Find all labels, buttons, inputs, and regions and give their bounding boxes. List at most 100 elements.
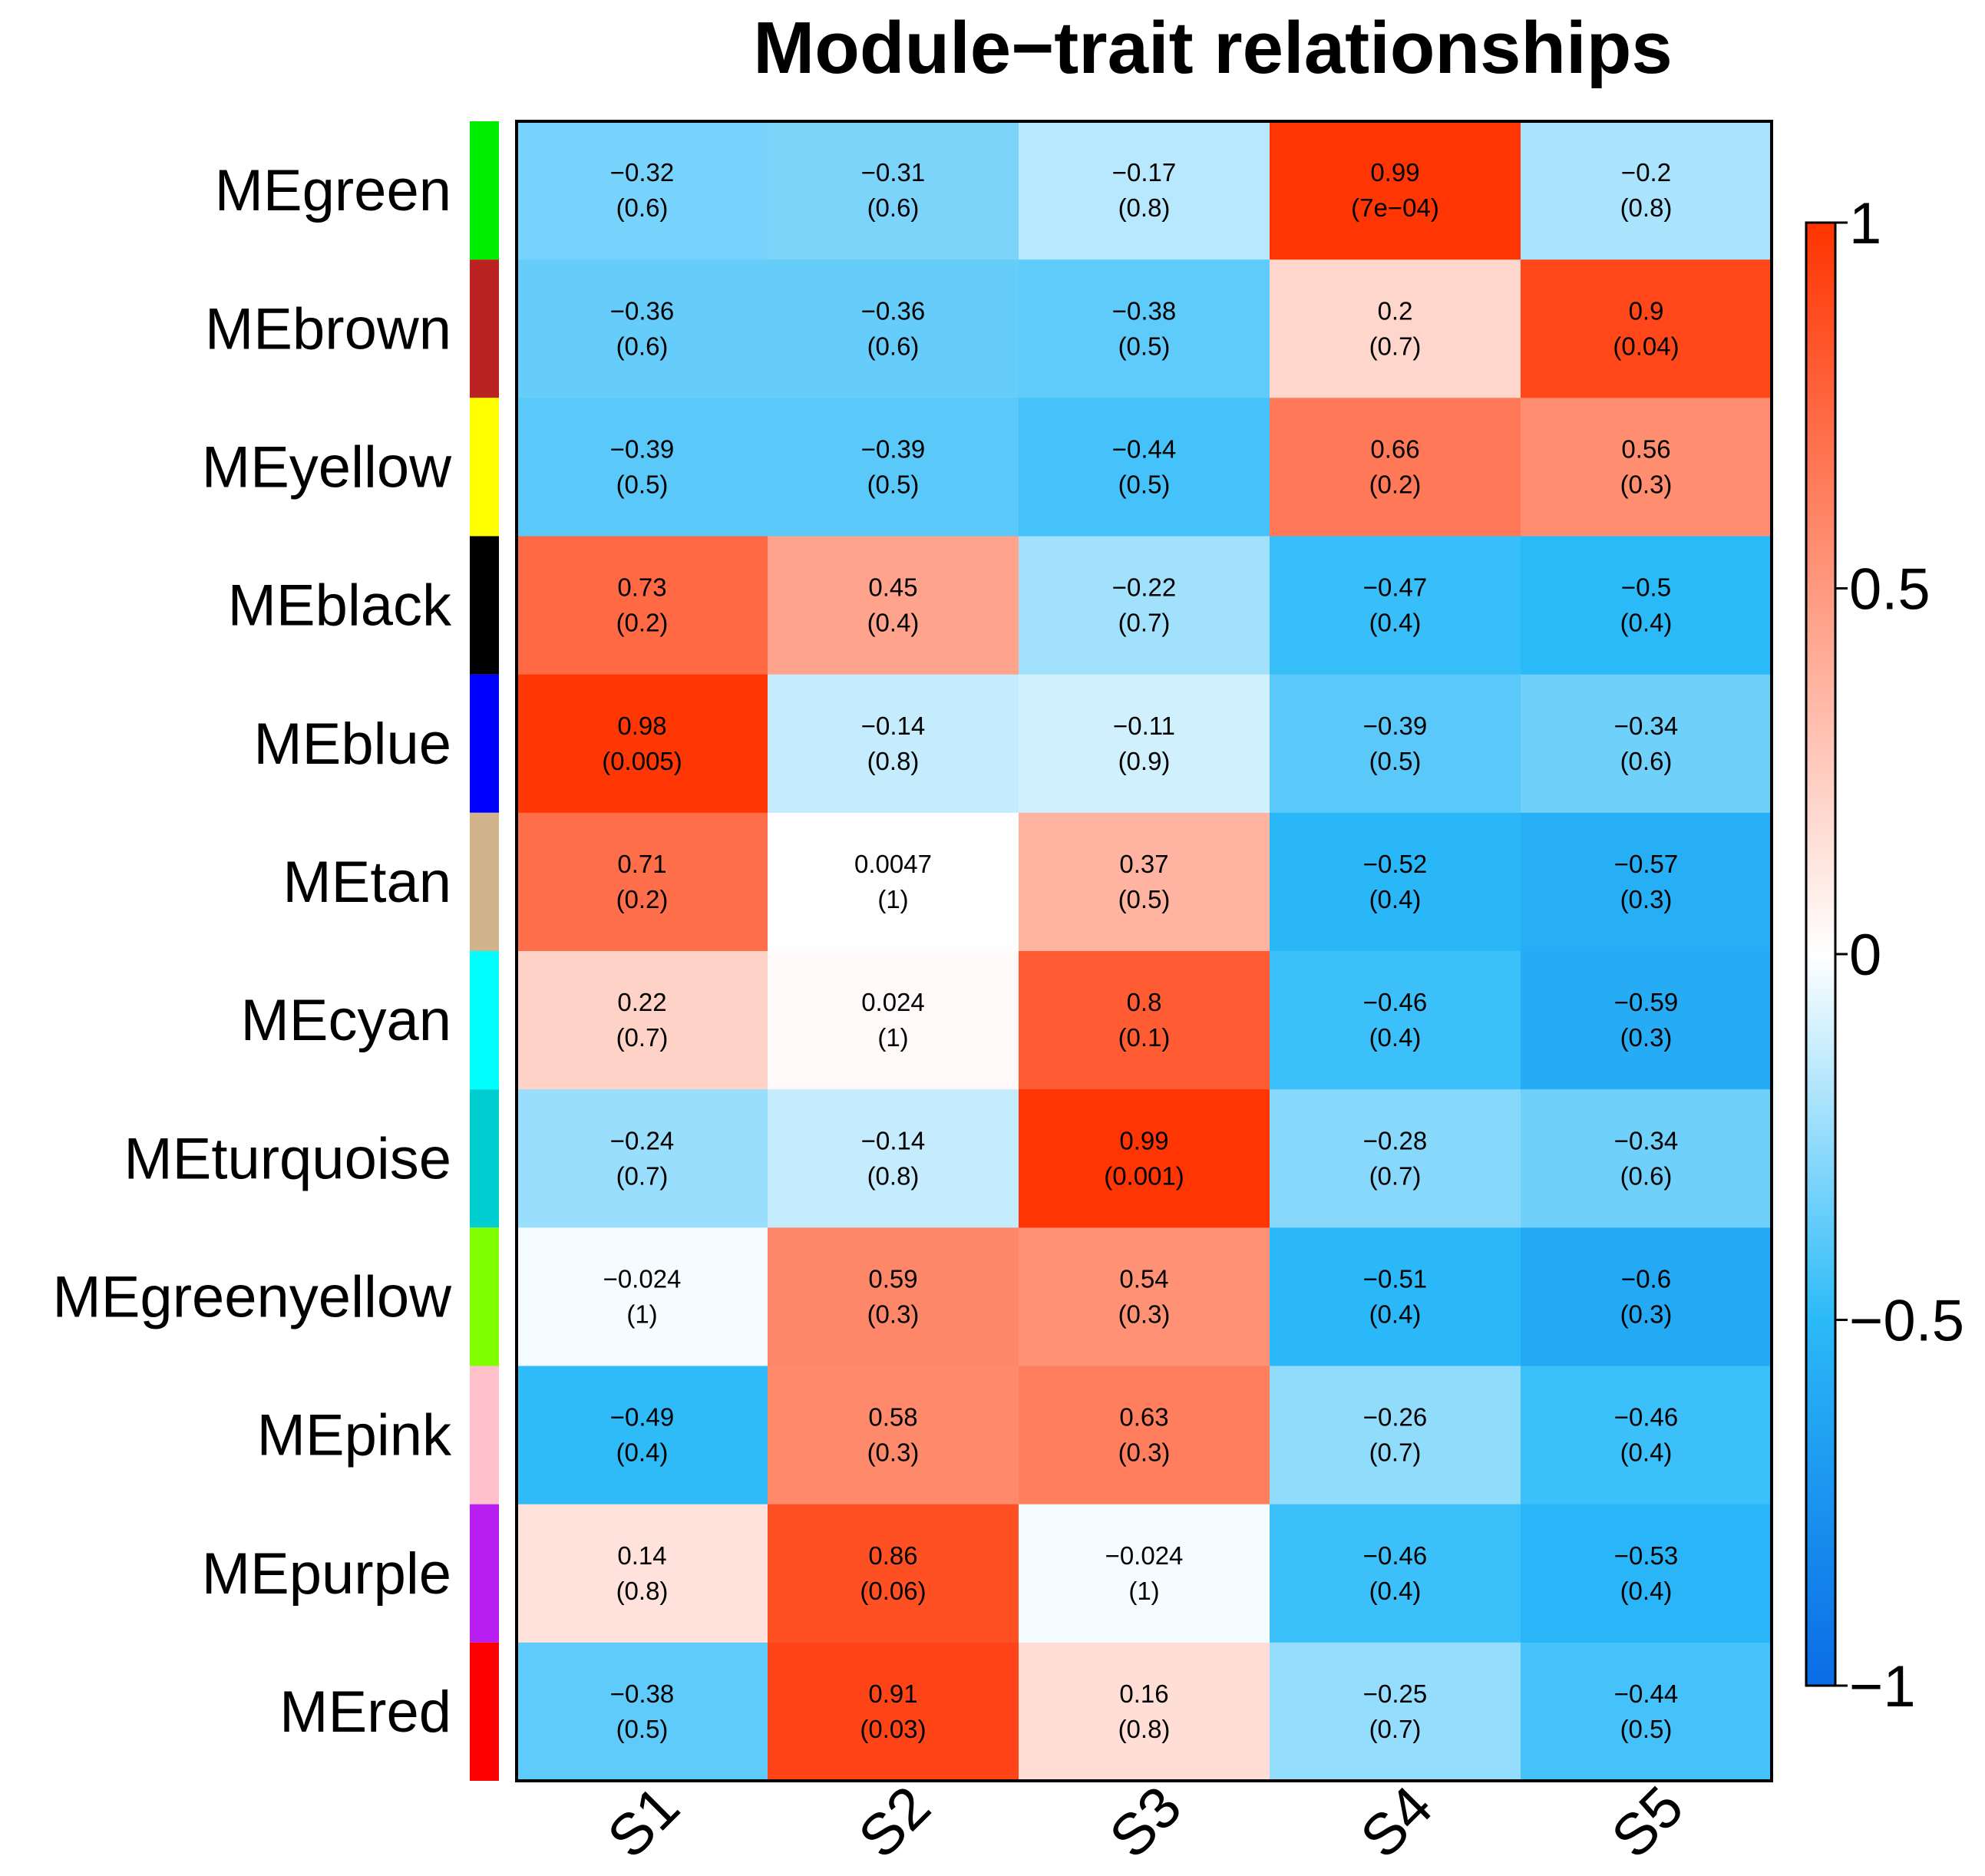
cell-pvalue-label: (0.3) (1620, 1023, 1673, 1052)
cell-correlation-label: 0.024 (861, 988, 925, 1016)
row-label: MEblue (253, 712, 451, 777)
chart-title: Module−trait relationships (753, 7, 1673, 89)
heatmap-cell (517, 121, 768, 260)
color-scale-bar (1805, 221, 1837, 1687)
cell-correlation-label: −0.14 (861, 712, 926, 740)
row-label: MEcyan (240, 988, 451, 1053)
heatmap-cell (1019, 1089, 1270, 1228)
heatmap-cell (1270, 674, 1521, 814)
heatmap-cell (517, 536, 768, 675)
color-scale-legend: 1 0.5 0 −0.5 −1 (1805, 191, 1964, 1719)
cell-correlation-label: 0.91 (868, 1679, 917, 1708)
cell-pvalue-label: (0.4) (616, 1438, 669, 1467)
heatmap-cell (1270, 951, 1521, 1090)
cell-correlation-label: −0.46 (1614, 1403, 1679, 1432)
cell-correlation-label: −0.38 (1112, 296, 1177, 325)
heatmap-cell (517, 1366, 768, 1505)
cell-correlation-label: −0.36 (610, 296, 675, 325)
cell-correlation-label: −0.25 (1363, 1679, 1428, 1708)
cell-pvalue-label: (0.4) (1369, 1300, 1422, 1328)
cell-pvalue-label: (0.9) (1118, 747, 1171, 775)
row-label: MEbrown (205, 296, 451, 362)
cell-correlation-label: 0.98 (617, 712, 666, 740)
cell-pvalue-label: (0.6) (616, 193, 669, 222)
heatmap-cell (768, 398, 1019, 537)
heatmap-border (515, 120, 1773, 1782)
cell-pvalue-label: (0.2) (616, 885, 669, 913)
module-color-swatch (470, 951, 499, 1090)
heatmap-cell (1521, 1504, 1772, 1643)
cell-correlation-label: 0.99 (1119, 1126, 1168, 1154)
heatmap-cell (768, 812, 1019, 952)
cell-pvalue-label: (0.4) (1620, 609, 1673, 637)
cell-pvalue-label: (0.04) (1613, 332, 1679, 360)
cell-correlation-label: −0.47 (1363, 573, 1428, 602)
heatmap-cell (1270, 812, 1521, 952)
heatmap-cell (1270, 1366, 1521, 1505)
row-label: MEyellow (202, 434, 452, 500)
cell-correlation-label: −0.14 (861, 1126, 926, 1154)
color-scale-tick-label: 0.5 (1849, 557, 1931, 623)
cell-correlation-label: 0.63 (1119, 1403, 1168, 1432)
cell-pvalue-label: (0.6) (1620, 747, 1673, 775)
heatmap-cell (1521, 1366, 1772, 1505)
cell-pvalue-label: (0.6) (1620, 1161, 1673, 1190)
heatmap-cell (1270, 1504, 1521, 1643)
cell-correlation-label: 0.54 (1119, 1264, 1168, 1293)
heatmap-cell (1521, 1642, 1772, 1782)
cell-pvalue-label: (0.3) (1118, 1300, 1171, 1328)
cell-correlation-label: 0.37 (1119, 850, 1168, 878)
row-label: MEpurple (202, 1541, 451, 1607)
cell-pvalue-label: (1) (1128, 1577, 1159, 1605)
heatmap-cell (1270, 398, 1521, 537)
heatmap-cell (1019, 674, 1270, 814)
module-color-swatch (470, 1642, 499, 1781)
heatmap-cell (1019, 259, 1270, 398)
heatmap-cell (517, 1227, 768, 1367)
heatmap-cell (1521, 951, 1772, 1090)
cell-correlation-label: 0.16 (1119, 1679, 1168, 1708)
column-label: S4 (1349, 1774, 1445, 1871)
heatmap-cell (768, 536, 1019, 675)
row-label: MEturquoise (124, 1126, 451, 1191)
heatmap-cell (1019, 536, 1270, 675)
cell-correlation-label: −0.36 (861, 296, 926, 325)
color-scale-tick-label: 1 (1849, 191, 1881, 256)
cell-correlation-label: 0.8 (1127, 988, 1162, 1016)
cell-correlation-label: 0.66 (1370, 434, 1419, 463)
column-label: S5 (1600, 1774, 1696, 1871)
cell-correlation-label: −0.52 (1363, 850, 1428, 878)
heatmap-cell (1019, 398, 1270, 537)
heatmap-cell (1270, 536, 1521, 675)
cell-pvalue-label: (1) (626, 1300, 657, 1328)
row-label: MEpink (257, 1403, 452, 1468)
cell-correlation-label: −0.024 (1105, 1541, 1184, 1570)
heatmap-cell (1521, 1227, 1772, 1367)
cell-pvalue-label: (0.3) (1620, 470, 1673, 498)
heatmap-cell (1521, 536, 1772, 675)
cell-correlation-label: −0.6 (1621, 1264, 1671, 1293)
cell-correlation-label: −0.39 (861, 434, 926, 463)
heatmap-cell (1521, 398, 1772, 537)
heatmap-cell (517, 259, 768, 398)
module-color-swatch (470, 121, 499, 260)
heatmap-cell (1019, 1642, 1270, 1782)
cell-correlation-label: −0.5 (1621, 573, 1671, 602)
cell-correlation-label: 0.58 (868, 1403, 917, 1432)
heatmap-cell (1019, 812, 1270, 952)
cell-correlation-label: 0.56 (1621, 434, 1670, 463)
heatmap-cell (1521, 812, 1772, 952)
cell-correlation-label: 0.99 (1370, 158, 1419, 187)
heatmap-cell (1270, 1642, 1521, 1782)
cell-correlation-label: 0.73 (617, 573, 666, 602)
cell-correlation-label: −0.34 (1614, 712, 1679, 740)
cell-correlation-label: −0.57 (1614, 850, 1679, 878)
cell-pvalue-label: (7e−04) (1351, 193, 1439, 222)
cell-correlation-label: −0.22 (1112, 573, 1177, 602)
heatmap-cell (1521, 1089, 1772, 1228)
cell-correlation-label: −0.59 (1614, 988, 1679, 1016)
module-color-swatch (470, 1227, 499, 1366)
cell-pvalue-label: (0.7) (1118, 609, 1171, 637)
cell-correlation-label: 0.71 (617, 850, 666, 878)
